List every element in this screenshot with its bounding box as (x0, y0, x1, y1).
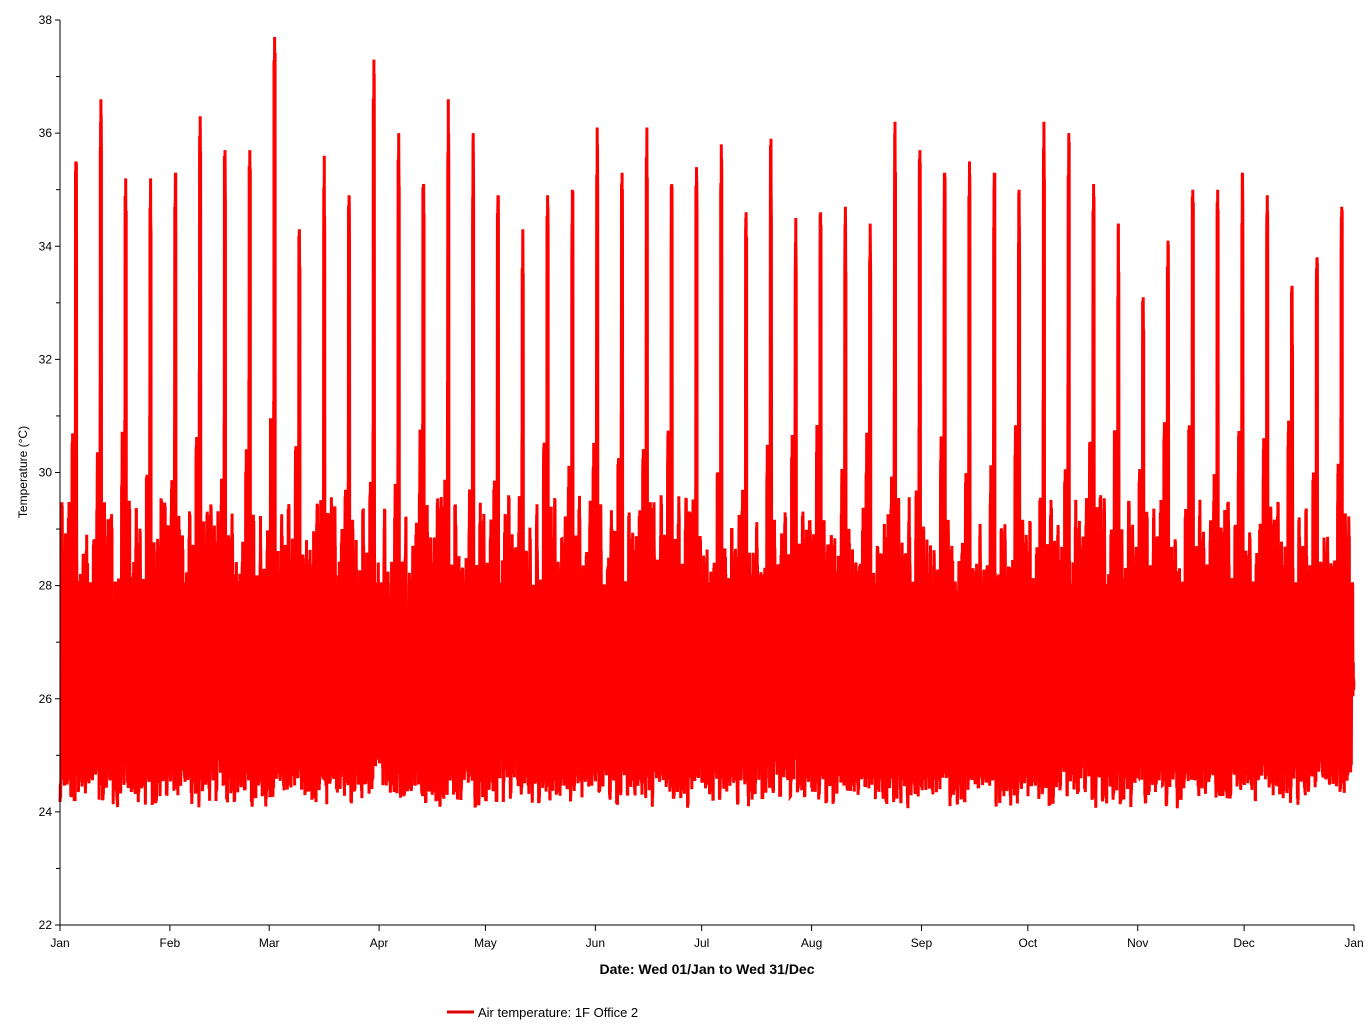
x-tick-label: Mar (259, 936, 280, 950)
y-axis-label: Temperature (°C) (16, 426, 30, 518)
y-tick-label: 24 (39, 805, 53, 819)
y-tick-label: 38 (39, 13, 53, 27)
y-tick-label: 28 (39, 579, 53, 593)
legend: Air temperature: 1F Office 2 (447, 1005, 638, 1020)
y-tick-label: 36 (39, 126, 53, 140)
y-tick-label: 30 (39, 466, 53, 480)
x-tick-label: Feb (160, 936, 181, 950)
x-tick-label: Aug (801, 936, 822, 950)
x-tick-label: Dec (1233, 936, 1254, 950)
x-tick-label: Jan (50, 936, 69, 950)
legend-label: Air temperature: 1F Office 2 (478, 1005, 638, 1020)
x-tick-label: Oct (1019, 936, 1038, 950)
x-tick-label: Jul (694, 936, 709, 950)
x-tick-label: Jun (586, 936, 605, 950)
x-tick-label: Apr (370, 936, 389, 950)
y-tick-label: 22 (39, 918, 53, 932)
x-tick-label: May (474, 936, 497, 950)
y-tick-label: 26 (39, 692, 53, 706)
series-line-air-temperature (58, 36, 1356, 809)
x-tick-label: Sep (911, 936, 933, 950)
x-tick-label: Jan (1344, 936, 1363, 950)
y-tick-label: 34 (39, 239, 53, 253)
x-tick-label: Nov (1127, 936, 1148, 950)
x-axis-label: Date: Wed 01/Jan to Wed 31/Dec (600, 961, 815, 977)
y-tick-label: 32 (39, 352, 53, 366)
